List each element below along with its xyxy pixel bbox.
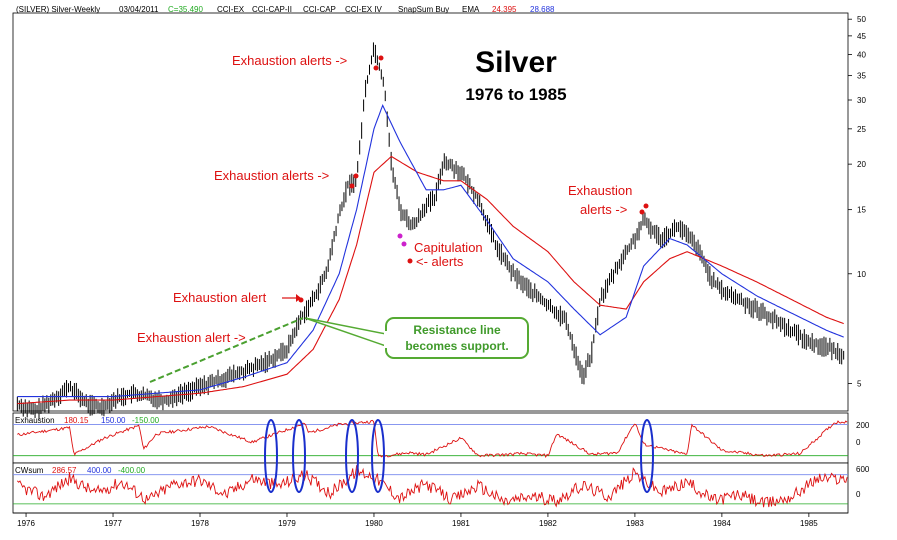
y-tick-label: 5	[857, 379, 862, 388]
exhaustion-upper: 150.00	[101, 416, 126, 425]
y-tick-label: 35	[857, 72, 866, 81]
exhaustion-line	[17, 419, 848, 459]
header-date: 03/04/2011	[119, 5, 159, 14]
annotation-exhaustion-alerts-3: Exhaustion alerts ->	[214, 168, 329, 183]
annotation-exhaustion-alerts-5b: alerts ->	[580, 202, 627, 217]
x-tick-label: 1976	[17, 519, 35, 528]
ema-lines	[17, 104, 844, 405]
annotation-exhaustion-alert-1: Exhaustion alert ->	[137, 330, 246, 345]
y-tick-label: 30	[857, 96, 866, 105]
resistance-support-line	[149, 317, 304, 383]
indicator-panels	[13, 419, 848, 508]
alert-dot	[349, 183, 355, 189]
alert-dot	[397, 233, 403, 239]
cwsum-tick-600: 600	[856, 465, 870, 474]
cwsum-lower: -400.00	[118, 466, 146, 475]
signal-highlights	[264, 419, 654, 493]
annotation-capitulation: Capitulation	[414, 240, 483, 255]
signal-ellipse	[371, 419, 385, 493]
alert-dot	[643, 203, 649, 209]
alert-dots	[298, 55, 649, 303]
y-tick-label: 20	[857, 160, 866, 169]
annotation-arrowhead	[296, 294, 301, 302]
exhaustion-label: Exhaustion	[15, 416, 55, 425]
signal-ellipse	[640, 419, 654, 493]
exhaustion-lower: -150.00	[132, 416, 160, 425]
y-tick-label: 50	[857, 15, 866, 24]
chart-title: Silver	[475, 46, 557, 79]
header-ind4: CCI-EX IV	[345, 5, 383, 14]
y-tick-label: 15	[857, 206, 866, 215]
annotation-capitulation-alerts: <- alerts	[416, 254, 464, 269]
annotations: Exhaustion alert -> Exhaustion alert Exh…	[137, 53, 632, 345]
annotation-exhaustion-alerts-4: Exhaustion alerts ->	[232, 53, 347, 68]
header-symbol: (SILVER) Silver-Weekly	[16, 5, 100, 14]
y-axis: 5 10 15 20 25 30 35 40 45 50	[848, 15, 866, 388]
header-close: C=35.490	[168, 5, 203, 14]
header-ind1: CCI-EX	[217, 5, 245, 14]
annotation-exhaustion-alert-2: Exhaustion alert	[173, 290, 267, 305]
x-tick-label: 1981	[452, 519, 470, 528]
callout-line2: becomes support.	[405, 339, 508, 353]
x-tick-label: 1984	[713, 519, 731, 528]
signal-ellipse	[292, 419, 306, 493]
exhaustion-legend: Exhaustion 180.15 150.00 -150.00	[15, 416, 160, 425]
x-axis: 1976 1977 1978 1979 1980 1981 1982 1983 1984 1985	[17, 513, 818, 528]
header-ind2: CCI-CAP-II	[252, 5, 292, 14]
alert-dot	[378, 55, 384, 61]
exhaustion-value: 180.15	[64, 416, 89, 425]
alert-dot	[639, 209, 645, 215]
cwsum-upper: 400.00	[87, 466, 112, 475]
cwsum-legend: CWsum 286.57 400.00 -400.00	[15, 466, 146, 475]
cwsum-tick-0: 0	[856, 490, 861, 499]
cwsum-line	[16, 464, 848, 508]
x-tick-label: 1982	[539, 519, 557, 528]
x-tick-label: 1985	[800, 519, 818, 528]
ema_slow-line	[17, 155, 844, 405]
ema_fast-line	[17, 104, 844, 398]
resistance-callout: Resistance line becomes support.	[304, 317, 529, 359]
header-ind3: CCI-CAP	[303, 5, 336, 14]
alert-dot	[373, 65, 379, 71]
header-ema2: 28.688	[530, 5, 555, 14]
chart-subtitle: 1976 to 1985	[465, 85, 566, 104]
y-tick-label: 25	[857, 125, 866, 134]
exhaustion-tick-200: 200	[856, 421, 870, 430]
cwsum-value: 286.57	[52, 466, 77, 475]
alert-dot	[401, 241, 407, 247]
chart-header: (SILVER) Silver-Weekly 03/04/2011 C=35.4…	[16, 5, 555, 14]
annotation-exhaustion-alerts-5a: Exhaustion	[568, 183, 632, 198]
header-ema-label: EMA	[462, 5, 480, 14]
x-tick-label: 1977	[104, 519, 122, 528]
header-ema1: 24.395	[492, 5, 517, 14]
cwsum-label: CWsum	[15, 466, 44, 475]
signal-ellipse	[264, 419, 278, 493]
y-tick-label: 40	[857, 51, 866, 60]
callout-line1: Resistance line	[413, 323, 501, 337]
header-snap: SnapSum Buy	[398, 5, 449, 14]
panel-axis-labels: 200 0 600 0	[856, 421, 870, 499]
alert-dot	[407, 258, 413, 264]
signal-ellipse	[345, 419, 359, 493]
y-tick-label: 45	[857, 32, 866, 41]
x-tick-label: 1980	[365, 519, 383, 528]
y-tick-label: 10	[857, 270, 866, 279]
alert-dot	[353, 173, 359, 179]
x-tick-label: 1979	[278, 519, 296, 528]
x-tick-label: 1978	[191, 519, 209, 528]
x-tick-label: 1983	[626, 519, 644, 528]
exhaustion-tick-0: 0	[856, 438, 861, 447]
